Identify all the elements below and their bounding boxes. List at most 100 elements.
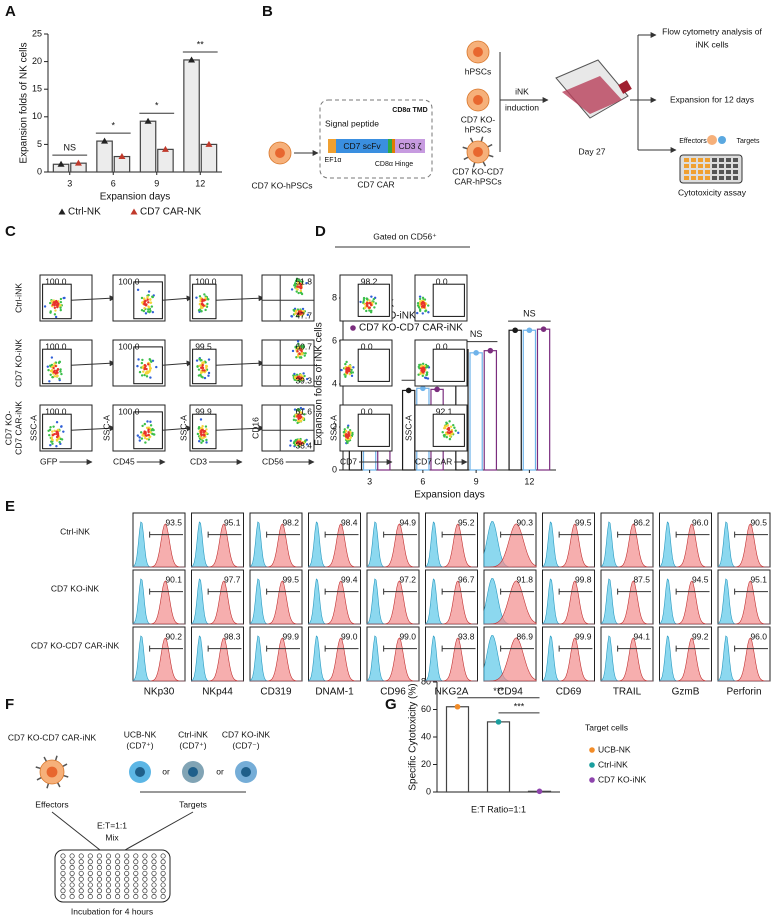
well — [151, 870, 157, 876]
marker-label: NKp30 — [144, 687, 175, 698]
nucleus — [473, 47, 483, 57]
event-dot — [48, 428, 52, 432]
well — [87, 876, 93, 882]
event-dot — [372, 297, 376, 301]
event-dot — [137, 358, 140, 361]
event-dot — [147, 305, 150, 308]
event-dot — [421, 362, 425, 365]
well — [142, 876, 148, 882]
event-dot — [140, 308, 144, 312]
well — [115, 865, 121, 871]
event-dot — [195, 296, 198, 299]
sample-histogram — [191, 637, 244, 682]
event-dot — [301, 345, 304, 349]
sample-histogram — [191, 580, 244, 625]
well — [115, 882, 121, 888]
event-dot — [302, 416, 305, 420]
event-dot — [51, 438, 54, 442]
event-dot — [55, 432, 58, 436]
event-dot — [55, 430, 58, 433]
event-dot — [421, 296, 425, 299]
gate-header: Gated on CD56⁺ — [373, 231, 437, 241]
event-dot — [289, 439, 293, 443]
sample-histogram — [425, 523, 478, 568]
event-dot — [136, 364, 139, 368]
plot-frame — [112, 404, 166, 452]
sample-histogram — [601, 580, 653, 625]
event-dot — [305, 377, 309, 381]
well — [151, 876, 157, 882]
legend-label: CD7 CAR-NK — [140, 207, 201, 218]
point-marker — [434, 386, 440, 393]
event-dot — [452, 423, 455, 427]
well — [684, 164, 689, 168]
event-dot — [205, 366, 208, 370]
marker-label: NKG2A — [435, 687, 469, 698]
panel-label: E — [5, 498, 15, 515]
event-dot — [147, 301, 150, 304]
sample-histogram — [484, 523, 537, 568]
bar — [536, 328, 551, 471]
event-dot — [343, 428, 346, 431]
construct-hinge: CD8α Hinge — [375, 161, 413, 168]
cell-label: hPSCs — [465, 124, 491, 134]
well — [712, 158, 717, 162]
event-dot — [199, 418, 203, 421]
event-dot — [144, 312, 148, 315]
row-label: CD7 KO-iNK — [13, 339, 23, 388]
event-dot — [149, 301, 152, 304]
event-dot — [346, 426, 350, 429]
legend-title: Target cells — [585, 722, 628, 732]
axis-label: SSC-A — [328, 415, 338, 441]
well — [87, 894, 93, 900]
event-dot — [352, 366, 355, 369]
arrow — [71, 360, 116, 367]
y-tick-label: 6 — [332, 335, 337, 345]
gate-value: 90.3 — [516, 517, 533, 527]
event-dot — [142, 370, 145, 373]
event-dot — [51, 442, 54, 445]
legend-label: CD7 KO-CD7 CAR-iNK — [359, 323, 463, 334]
event-dot — [155, 365, 158, 369]
event-dot — [207, 374, 210, 377]
event-dot — [52, 366, 55, 370]
event-dot — [144, 299, 147, 303]
well — [726, 158, 731, 162]
event-dot — [421, 312, 424, 315]
event-dot — [144, 432, 147, 435]
well — [698, 164, 703, 168]
sample-histogram — [250, 637, 302, 682]
event-dot — [425, 371, 429, 374]
bar — [486, 721, 511, 793]
well — [151, 888, 157, 894]
gate-value: 98.3 — [224, 631, 241, 641]
well — [87, 882, 93, 888]
panel-label: G — [385, 696, 397, 713]
event-dot — [443, 426, 447, 430]
event-dot — [54, 315, 58, 319]
incubation-label: Incubation for 4 hours — [71, 906, 153, 916]
gate-value: 90.1 — [165, 574, 182, 584]
well — [142, 888, 148, 894]
event-dot — [143, 297, 146, 301]
event-dot — [201, 300, 204, 303]
construct-segment — [395, 139, 425, 153]
event-dot — [198, 295, 202, 298]
well — [69, 859, 75, 865]
y-tick-label: 60 — [421, 704, 431, 714]
event-dot — [306, 313, 310, 317]
construct-signal: Signal peptide — [325, 118, 379, 128]
event-dot — [349, 435, 352, 439]
gate-value: 93.5 — [165, 517, 182, 527]
event-dot — [52, 364, 55, 368]
event-dot — [138, 370, 142, 374]
point-marker — [161, 145, 169, 152]
well — [160, 870, 166, 876]
event-dot — [148, 365, 152, 368]
y-tick-label: 0 — [332, 464, 337, 474]
event-dot — [151, 295, 154, 298]
event-dot — [56, 428, 60, 432]
car-spike — [472, 162, 476, 168]
well — [115, 876, 121, 882]
event-dot — [59, 300, 63, 304]
